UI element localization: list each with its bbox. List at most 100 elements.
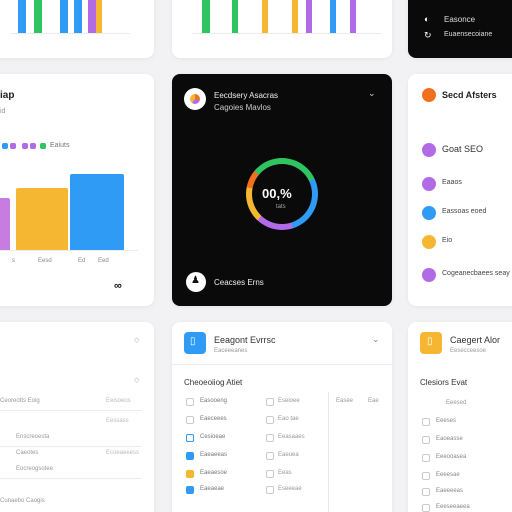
sync-icon[interactable]: ↻ [424,30,432,40]
list-item-label[interactable]: Eaaos [442,179,462,186]
bar-purple [306,0,312,34]
row-divider [0,446,142,447]
bar-purple [350,0,356,34]
table-cell: Enscreoesta [16,434,50,440]
bar-chart-area [0,174,154,250]
bottom-right-card: ▯ Caegert Alor Eesecceesoe Clesiors Evat… [408,322,512,512]
top-center-chart-card [172,0,392,58]
bottom-center-title: Eeagont Evrrsc [214,335,276,345]
list-item-label: Eeeses [436,418,457,424]
center-card-footer-label: Ceacses Erns [214,278,264,287]
right-list-card: Secd Afsters Goat SEO Eaaos Eassoas eoed… [408,74,512,306]
chevron-icon[interactable]: ◇ [134,377,140,384]
footer-avatar[interactable]: ♟ [186,272,206,292]
bottom-center-subtitle: Eaceeeanes [214,348,248,354]
circle-icon[interactable] [422,177,436,191]
row-checkbox[interactable] [266,416,274,424]
bar-blue [330,0,336,34]
row-checkbox[interactable] [422,454,430,462]
circle-icon[interactable] [422,235,436,249]
axis-line [192,33,382,34]
row-checkbox[interactable] [266,434,274,442]
center-card-subtitle: Cagoies Mavlos [214,103,271,112]
header-badge: ▯ [420,332,442,354]
row-checkbox[interactable] [422,436,430,444]
link-icon[interactable]: ∞ [114,280,122,292]
list-item-label[interactable]: Eassoas eoed [442,208,487,215]
list-item-label[interactable]: Cogeanecbaees seay [442,270,510,277]
axis-line [10,33,130,34]
table-cell: Eaeaeae [200,486,225,492]
section-subtitle: Eeesed [446,400,467,406]
row-checkbox[interactable] [266,452,274,460]
chevron-icon[interactable]: ◇ [134,337,140,344]
row-divider [0,478,142,479]
chevron-down-icon[interactable]: ⌄ [368,88,376,98]
row-checkbox[interactable] [422,418,430,426]
column-divider [328,392,329,512]
bottom-right-subtitle: Eesecceesoe [450,348,487,354]
center-card-title: Eecdsery Asacras [214,91,279,100]
table-cell: Eseeeae [278,486,302,492]
toggle-icon[interactable]: ◐ [424,14,430,24]
legend-swatch-purple [30,143,36,149]
spiral-icon[interactable] [422,268,436,282]
table-cell: Easee [336,398,354,404]
right-list-title: Secd Afsters [442,90,497,100]
center-dark-card: Eecdsery Asacras Cagoies Mavlos ⌄ 00,% t… [172,74,392,306]
row-checkbox[interactable] [266,486,274,494]
bar-yellow [16,188,68,250]
top-right-line1: Easonce [444,15,476,24]
legend-swatch-purple [10,143,16,149]
row-checkbox[interactable] [186,416,194,424]
header-badge: ▯ [184,332,206,354]
badge-icon: ▯ [190,336,196,347]
progress-subtext: tats [276,204,286,210]
top-right-dark-card: ◐ Easonce ↻ Euaensecoiane [408,0,512,58]
list-item-label: Eaeeeeas [436,488,464,494]
spiral-icon [422,88,436,102]
row-checkbox[interactable] [422,488,430,496]
row-checkbox[interactable] [422,504,430,512]
user-icon: ♟ [191,275,200,286]
chevron-down-icon[interactable]: ⌄ [372,334,380,344]
bar-green [34,0,42,34]
section-title: Cheoeoiiog Atiet [184,378,243,387]
list-item-label[interactable]: Goat SEO [442,144,484,154]
left-card-subtitle: id [0,108,6,115]
table-cell: Cunaebo Caogis [0,498,45,504]
table-cell: Eaeuea [278,452,299,458]
bottom-right-title: Caegert Alor [450,335,501,345]
row-checkbox[interactable] [186,398,194,406]
avatar[interactable] [184,88,206,110]
legend-label: Eaiuts [50,142,70,149]
table-cell: Eae [368,398,379,404]
row-checkbox[interactable] [186,452,194,460]
row-checkbox[interactable] [186,434,194,442]
bar-purple [0,198,10,250]
row-checkbox[interactable] [186,470,194,478]
list-item-label[interactable]: Eio [442,237,453,244]
table-cell: Eaeceees [200,416,227,422]
legend-swatch-purple [22,143,28,149]
bottom-center-card: ▯ Eeagont Evrrsc Eaceeeanes ⌄ Cheoeoiiog… [172,322,392,512]
row-checkbox[interactable] [186,486,194,494]
list-item-label: Eeeooasea [436,454,467,460]
table-cell: Eeas [278,470,292,476]
circle-icon[interactable] [422,206,436,220]
row-checkbox[interactable] [422,472,430,480]
tick-label: Eed [98,258,109,264]
table-cell: Eocreogsotee [16,466,54,472]
row-checkbox[interactable] [266,398,274,406]
list-item-label: Eeeesae [436,472,460,478]
table-value: Eeisoeos [106,398,131,404]
bar-purple [88,0,96,34]
row-checkbox[interactable] [266,470,274,478]
table-cell: Eeasaaes [278,434,305,440]
bar-blue [70,174,124,250]
table-cell: Caeotes [16,450,39,456]
bar-green [232,0,238,34]
progress-value: 00,% [262,186,292,201]
spiral-icon[interactable] [422,143,436,157]
top-right-line2: Euaensecoiane [444,31,493,38]
